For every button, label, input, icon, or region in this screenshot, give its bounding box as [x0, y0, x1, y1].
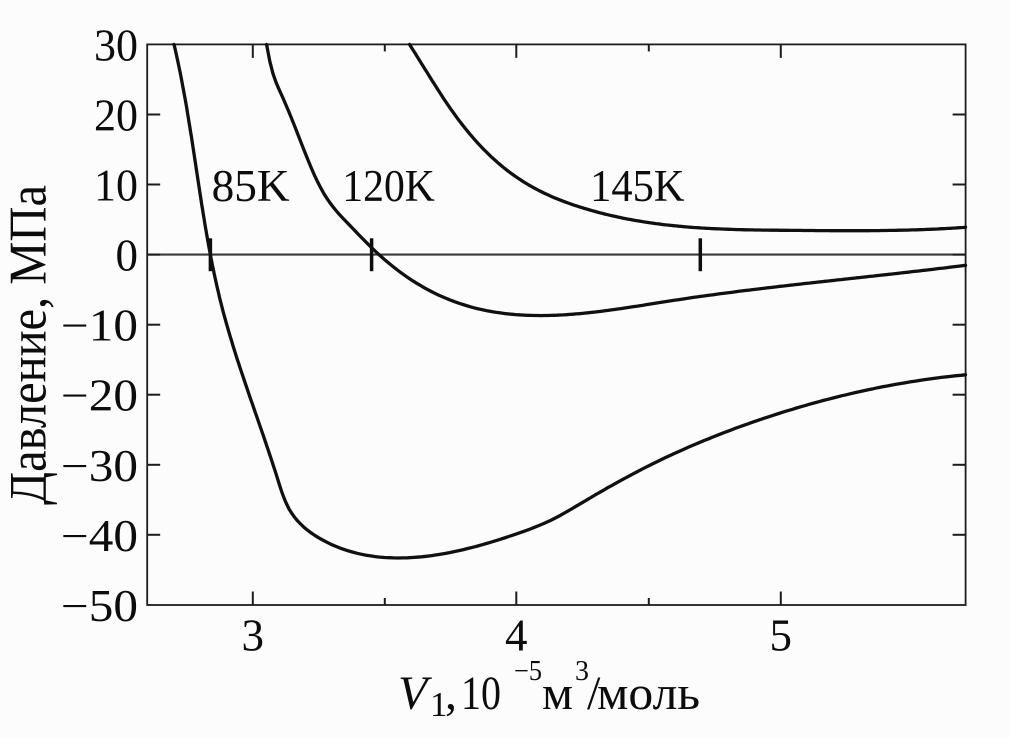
svg-text:145K: 145K: [590, 161, 685, 211]
svg-text:1: 1: [430, 685, 448, 724]
svg-text:85K: 85K: [212, 161, 291, 211]
svg-text:−5: −5: [514, 656, 542, 687]
svg-text:м: м: [542, 667, 573, 720]
svg-text:20: 20: [94, 91, 138, 141]
svg-text:V: V: [398, 667, 432, 720]
svg-text:Давление, МПа: Давление, МПа: [0, 185, 58, 505]
svg-text:10: 10: [94, 161, 138, 211]
svg-text:−40: −40: [61, 511, 138, 561]
svg-text:5: 5: [770, 611, 793, 661]
svg-text:30: 30: [94, 20, 138, 70]
svg-text:−50: −50: [61, 581, 138, 631]
svg-text:3: 3: [575, 656, 589, 687]
svg-text:10: 10: [461, 667, 501, 720]
svg-text:4: 4: [505, 611, 528, 661]
svg-text:,: ,: [445, 667, 457, 720]
svg-text:моль: моль: [597, 667, 700, 720]
svg-text:3: 3: [242, 611, 265, 661]
svg-text:/: /: [587, 667, 601, 720]
svg-text:−30: −30: [61, 441, 138, 491]
svg-text:−20: −20: [61, 371, 138, 421]
svg-text:120K: 120K: [342, 161, 435, 211]
svg-text:−10: −10: [61, 301, 138, 351]
svg-text:0: 0: [116, 231, 139, 281]
